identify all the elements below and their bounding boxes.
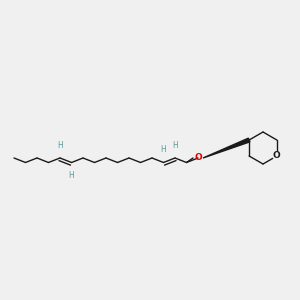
Polygon shape [203, 138, 250, 158]
Text: H: H [172, 141, 178, 150]
Text: H: H [160, 146, 166, 154]
Text: H: H [69, 172, 74, 181]
Text: O: O [273, 152, 281, 160]
Text: H: H [57, 141, 63, 150]
Text: O: O [194, 154, 202, 163]
